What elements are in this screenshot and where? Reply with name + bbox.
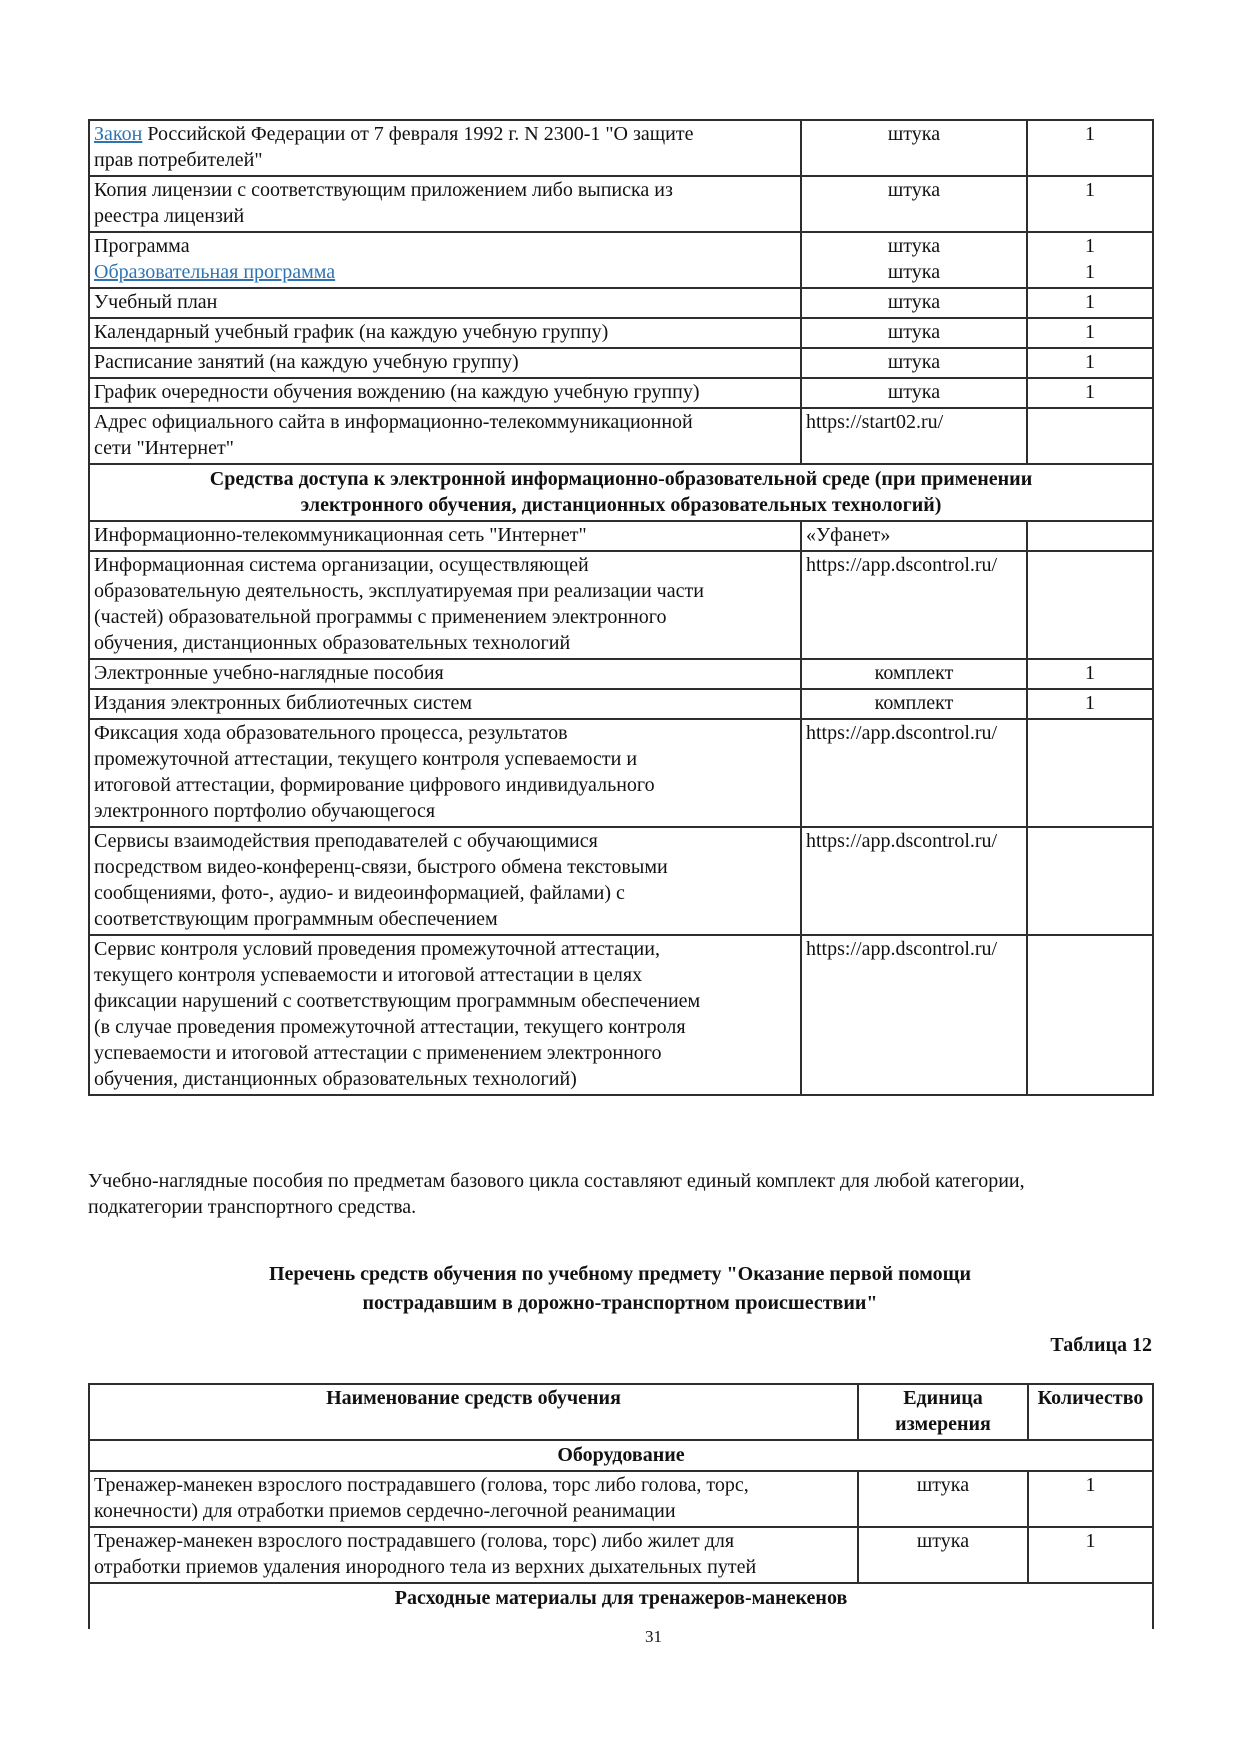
- table-row: Закон Российской Федерации от 7 февраля …: [88, 119, 1154, 177]
- cell-name: Учебный план: [88, 287, 802, 319]
- document-content: Закон Российской Федерации от 7 февраля …: [88, 119, 1154, 1629]
- table-row: Программа Образовательная программа штук…: [88, 231, 1154, 289]
- table-row: Сервис контроля условий проведения проме…: [88, 934, 1154, 1096]
- section-header-text: Средства доступа к электронной информаци…: [209, 468, 1033, 516]
- cell-qty: 1: [1026, 347, 1154, 379]
- table-row: Сервисы взаимодействия преподавателей с …: [88, 826, 1154, 936]
- cell-unit: комплект: [800, 658, 1028, 690]
- cell-name: Закон Российской Федерации от 7 февраля …: [88, 119, 802, 177]
- cell-qty: 1: [1026, 287, 1154, 319]
- cell-unit: штука: [800, 175, 1028, 233]
- education-program-link[interactable]: Образовательная программа: [94, 261, 336, 283]
- header-row: Наименование средств обучения Единица из…: [88, 1383, 1154, 1441]
- cell-system-url: https://app.dscontrol.ru/: [800, 718, 1028, 828]
- table-row: Издания электронных библиотечных систем …: [88, 688, 1154, 720]
- cell-qty: 1: [1026, 175, 1154, 233]
- cell-unit: штука: [857, 1526, 1029, 1584]
- cell-qty: 1: [1026, 688, 1154, 720]
- page-number: 31: [645, 1627, 662, 1646]
- table-row: Учебный план штука 1: [88, 287, 1154, 319]
- cell-unit: штука: [800, 347, 1028, 379]
- cell-unit: штука штука: [800, 231, 1028, 289]
- section-header-consumables: Расходные материалы для тренажеров-манек…: [88, 1582, 1154, 1629]
- cell-qty: 1 1: [1026, 231, 1154, 289]
- cell-name: Фиксация хода образовательного процесса,…: [88, 718, 802, 828]
- table-row: Расписание занятий (на каждую учебную гр…: [88, 347, 1154, 379]
- table-row: Информационная система организации, осущ…: [88, 550, 1154, 660]
- cell-name: Информационно-телекоммуникационная сеть …: [88, 520, 802, 552]
- cell-qty: [1026, 550, 1154, 660]
- law-link[interactable]: Закон: [94, 123, 143, 145]
- cell-name: Копия лицензии с соответствующим приложе…: [88, 175, 802, 233]
- cell-name: Сервисы взаимодействия преподавателей с …: [88, 826, 802, 936]
- cell-provider: «Уфанет»: [800, 520, 1028, 552]
- table-row: Электронные учебно-наглядные пособия ком…: [88, 658, 1154, 690]
- cell-system-url: https://app.dscontrol.ru/: [800, 934, 1028, 1096]
- cell-unit: штука: [800, 317, 1028, 349]
- cell-unit: комплект: [800, 688, 1028, 720]
- cell-system-url: https://app.dscontrol.ru/: [800, 550, 1028, 660]
- section-row: Расходные материалы для тренажеров-манек…: [88, 1582, 1154, 1629]
- section-title: Перечень средств обучения по учебному пр…: [268, 1263, 972, 1314]
- cell-qty: 1: [1026, 377, 1154, 409]
- table-row: Календарный учебный график (на каждую уч…: [88, 317, 1154, 349]
- header-name: Наименование средств обучения: [88, 1383, 859, 1441]
- section-header: Средства доступа к электронной информаци…: [88, 463, 1154, 522]
- table-row: Тренажер-манекен взрослого пострадавшего…: [88, 1526, 1154, 1584]
- cell-qty: 1: [1026, 119, 1154, 177]
- cell-qty: [1026, 718, 1154, 828]
- cell-text: Российской Федерации от 7 февраля 1992 г…: [94, 123, 694, 171]
- cell-name: Электронные учебно-наглядные пособия: [88, 658, 802, 690]
- section-row: Средства доступа к электронной информаци…: [88, 463, 1154, 522]
- cell-qty: 1: [1027, 1526, 1154, 1584]
- cell-text: Программа: [94, 235, 190, 257]
- cell-name: Тренажер-манекен взрослого пострадавшего…: [88, 1526, 859, 1584]
- table-row: Адрес официального сайта в информационно…: [88, 407, 1154, 465]
- cell-qty: 1: [1026, 658, 1154, 690]
- cell-qty: 1: [1027, 1470, 1154, 1528]
- cell-name: Тренажер-манекен взрослого пострадавшего…: [88, 1470, 859, 1528]
- cell-unit: штука: [857, 1470, 1029, 1528]
- table-row: Тренажер-манекен взрослого пострадавшего…: [88, 1470, 1154, 1528]
- first-aid-resources-table: Наименование средств обучения Единица из…: [88, 1383, 1154, 1629]
- cell-website-url: https://start02.ru/: [800, 407, 1028, 465]
- cell-name: График очередности обучения вождению (на…: [88, 377, 802, 409]
- header-unit: Единица измерения: [857, 1383, 1029, 1441]
- cell-qty: [1026, 407, 1154, 465]
- cell-qty: [1026, 934, 1154, 1096]
- cell-qty: 1: [1026, 317, 1154, 349]
- note-paragraph: Учебно-наглядные пособия по предметам ба…: [88, 1170, 1025, 1218]
- table-row: Информационно-телекоммуникационная сеть …: [88, 520, 1154, 552]
- cell-name: Программа Образовательная программа: [88, 231, 802, 289]
- header-qty: Количество: [1027, 1383, 1154, 1441]
- table-row: Копия лицензии с соответствующим приложе…: [88, 175, 1154, 233]
- cell-name: Информационная система организации, осущ…: [88, 550, 802, 660]
- cell-qty: [1026, 520, 1154, 552]
- training-resources-table: Закон Российской Федерации от 7 февраля …: [88, 119, 1154, 1096]
- cell-name: Сервис контроля условий проведения проме…: [88, 934, 802, 1096]
- cell-qty: [1026, 826, 1154, 936]
- cell-name: Календарный учебный график (на каждую уч…: [88, 317, 802, 349]
- table-row: График очередности обучения вождению (на…: [88, 377, 1154, 409]
- cell-name: Издания электронных библиотечных систем: [88, 688, 802, 720]
- cell-unit: штука: [800, 377, 1028, 409]
- cell-unit: штука: [800, 287, 1028, 319]
- cell-name: Адрес официального сайта в информационно…: [88, 407, 802, 465]
- cell-unit: штука: [800, 119, 1028, 177]
- cell-name: Расписание занятий (на каждую учебную гр…: [88, 347, 802, 379]
- table-row: Фиксация хода образовательного процесса,…: [88, 718, 1154, 828]
- section-header-equipment: Оборудование: [88, 1439, 1154, 1472]
- table-number-label: Таблица 12: [1050, 1334, 1152, 1356]
- cell-system-url: https://app.dscontrol.ru/: [800, 826, 1028, 936]
- section-row: Оборудование: [88, 1439, 1154, 1472]
